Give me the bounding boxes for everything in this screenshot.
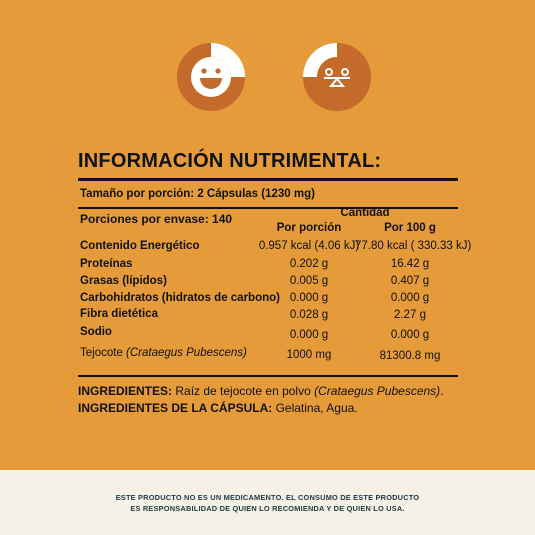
row-value-sodium-100g: 0.000 g (390, 329, 430, 341)
disclaimer-panel (0, 470, 535, 535)
ingredients-scientific-name: (Crataegus Pubescens) (314, 384, 441, 398)
row-value-carbs-100g: 0.000 g (390, 292, 430, 304)
row-value-tejocote-serving: 1000 mg (286, 349, 332, 361)
per-100g-header: Por 100 g (384, 222, 436, 234)
row-label-sodium: Sodio (80, 326, 112, 338)
capsule-ingredients-text: Gelatina, Agua. (272, 401, 358, 415)
smiley-icon (177, 43, 245, 111)
servings-per-container: Porciones por envase: 140 (80, 212, 233, 226)
serving-size: Tamaño por porción: 2 Cápsulas (1230 mg) (80, 188, 315, 200)
row-label-energy: Contenido Energético (80, 240, 200, 252)
row-value-energy-100g: 77.80 kcal ( 330.33 kJ) (355, 240, 472, 252)
row-value-carbs-serving: 0.000 g (289, 292, 329, 304)
serving-divider (78, 207, 458, 209)
row-value-energy-serving: 0.957 kcal (4.06 kJ) (258, 240, 360, 252)
row-value-fat-serving: 0.005 g (289, 275, 329, 287)
ingredients-line: INGREDIENTES: Raíz de tejocote en polvo … (78, 384, 444, 398)
per-serving-header: Por porción (276, 222, 342, 234)
tejocote-scientific-name: (Crataegus Pubescens) (126, 347, 247, 359)
row-value-fat-100g: 0.407 g (390, 275, 430, 287)
row-value-fiber-serving: 0.028 g (289, 309, 329, 321)
ingredients-end: . (440, 384, 444, 398)
row-value-protein-serving: 0.202 g (289, 258, 329, 270)
ingredients-text: Raíz de tejocote en polvo (172, 384, 315, 398)
row-label-fiber: Fibra dietética (80, 308, 158, 320)
row-value-fiber-100g: 2.27 g (394, 309, 426, 321)
row-label-protein: Proteínas (80, 258, 133, 270)
row-label-tejocote: Tejocote (Crataegus Pubescens) (80, 347, 247, 359)
row-label-fat: Grasas (lípidos) (80, 275, 167, 287)
capsule-ingredients-label: INGREDIENTES DE LA CÁPSULA: (78, 401, 273, 415)
row-value-sodium-serving: 0.000 g (289, 329, 329, 341)
row-value-tejocote-100g: 81300.8 mg (379, 350, 441, 362)
title-divider (78, 178, 458, 181)
table-bottom-divider (78, 375, 458, 377)
quantity-header: Cantidad (340, 207, 390, 219)
page-title: INFORMACIÓN NUTRIMENTAL: (78, 150, 382, 172)
tejocote-name: Tejocote (80, 347, 123, 359)
row-label-carbs: Carbohidratos (hidratos de carbono) (80, 292, 280, 304)
disclaimer-line-1: ESTE PRODUCTO NO ES UN MEDICAMENTO. EL C… (115, 493, 420, 502)
label-panel (0, 0, 535, 470)
disclaimer-line-2: ES RESPONSABILIDAD DE QUIEN LO RECOMIEND… (130, 504, 405, 513)
ingredients-label: INGREDIENTES: (78, 384, 173, 398)
balance-scale-icon (303, 43, 371, 111)
capsule-ingredients-line: INGREDIENTES DE LA CÁPSULA: Gelatina, Ag… (78, 401, 358, 415)
row-value-protein-100g: 16.42 g (390, 258, 430, 270)
